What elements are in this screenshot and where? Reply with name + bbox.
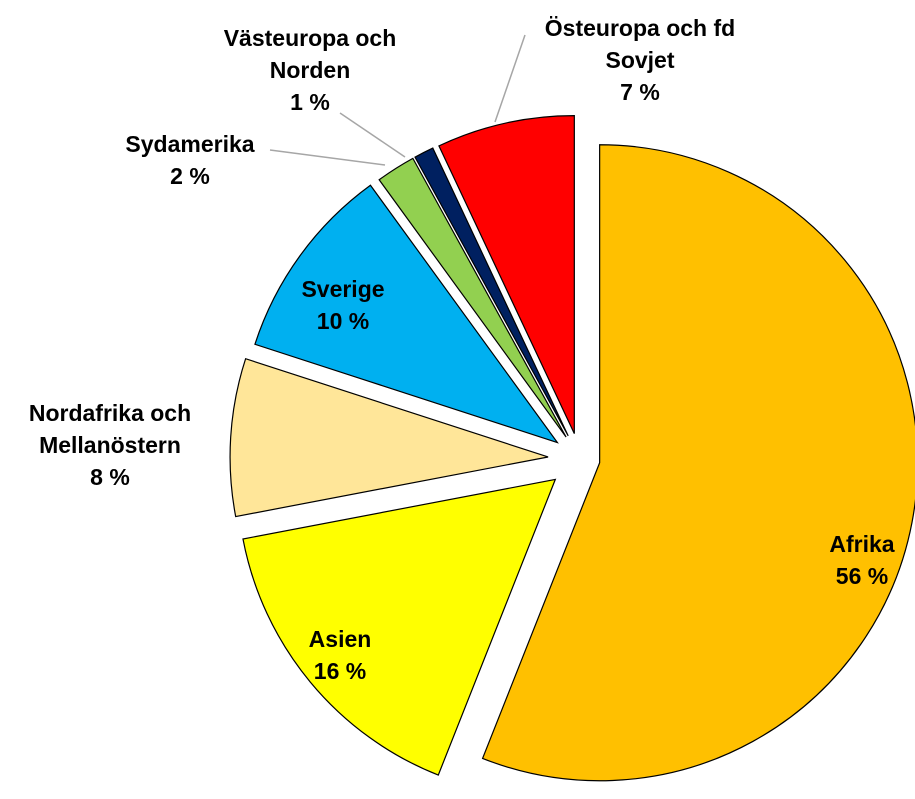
pie-slice [229, 357, 549, 518]
value-label: 16 % [313, 658, 367, 684]
pie-slice [414, 147, 569, 437]
pie-slice [438, 115, 575, 434]
data-label: Nordafrika och Mellanöstern 8 % [0, 397, 220, 493]
data-label: Östeuropa och fd Sovjet 7 % [530, 12, 750, 108]
category-label: Sverige [301, 276, 385, 302]
pie-slice [378, 157, 567, 438]
pie-slice [242, 478, 557, 776]
category-label: Östeuropa och fd Sovjet [544, 15, 736, 73]
category-label: Asien [308, 626, 372, 652]
leader-line [494, 34, 526, 123]
value-label: 2 % [170, 163, 210, 189]
data-label: Västeuropa och Norden 1 % [200, 22, 420, 118]
leader-line [269, 149, 386, 166]
value-label: 1 % [290, 89, 330, 115]
data-label: Sverige 10 % [283, 273, 403, 337]
value-label: 56 % [835, 563, 889, 589]
pie-slice [254, 184, 559, 444]
data-label: Sydamerika 2 % [100, 128, 280, 192]
leader-line [339, 112, 406, 158]
value-label: 8 % [90, 464, 130, 490]
pie-slice [481, 144, 915, 782]
data-label: Asien 16 % [280, 623, 400, 687]
category-label: Sydamerika [125, 131, 255, 157]
category-label: Västeuropa och Norden [223, 25, 397, 83]
value-label: 7 % [620, 79, 660, 105]
data-label: Afrika 56 % [802, 528, 915, 592]
value-label: 10 % [316, 308, 370, 334]
category-label: Afrika [829, 531, 895, 557]
category-label: Nordafrika och Mellanöstern [28, 400, 192, 458]
